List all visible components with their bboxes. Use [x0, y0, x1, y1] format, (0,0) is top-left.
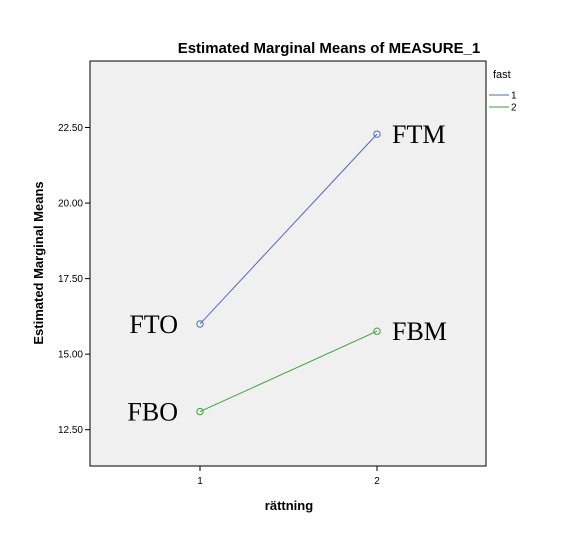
data-point [196, 320, 204, 328]
data-point [373, 327, 381, 335]
y-tick-label: 15.00 [58, 350, 83, 361]
series-line-1 [199, 133, 378, 325]
annotation-label: FTM [392, 120, 445, 149]
legend-title: fast [493, 69, 511, 81]
x-axis-label: rättning [265, 498, 313, 513]
annotation-label: FBO [127, 398, 178, 427]
y-tick-label: 12.50 [58, 425, 83, 436]
series-line-2 [199, 330, 378, 413]
y-axis-ticks: 12.50 15.00 17.50 20.00 22.50 [58, 123, 90, 436]
series-layer [196, 130, 381, 416]
y-tick-label: 22.50 [58, 123, 83, 134]
y-tick-label: 17.50 [58, 274, 83, 285]
data-point [373, 130, 381, 138]
y-tick-label: 20.00 [58, 199, 83, 210]
annotation-label: FTO [129, 310, 178, 339]
data-point [196, 407, 204, 416]
x-tick-label: 2 [374, 476, 380, 487]
legend-label: 2 [511, 103, 517, 114]
annotations: FTO FTM FBO FBM [127, 120, 447, 426]
y-axis-label: Estimated Marginal Means [31, 181, 46, 344]
annotation-label: FBM [392, 317, 447, 346]
x-tick-label: 1 [197, 476, 203, 487]
plot-area [89, 60, 487, 467]
legend-label: 1 [511, 91, 517, 102]
chart-title: Estimated Marginal Means of MEASURE_1 [178, 40, 481, 57]
legend: fast 12 [489, 69, 517, 114]
